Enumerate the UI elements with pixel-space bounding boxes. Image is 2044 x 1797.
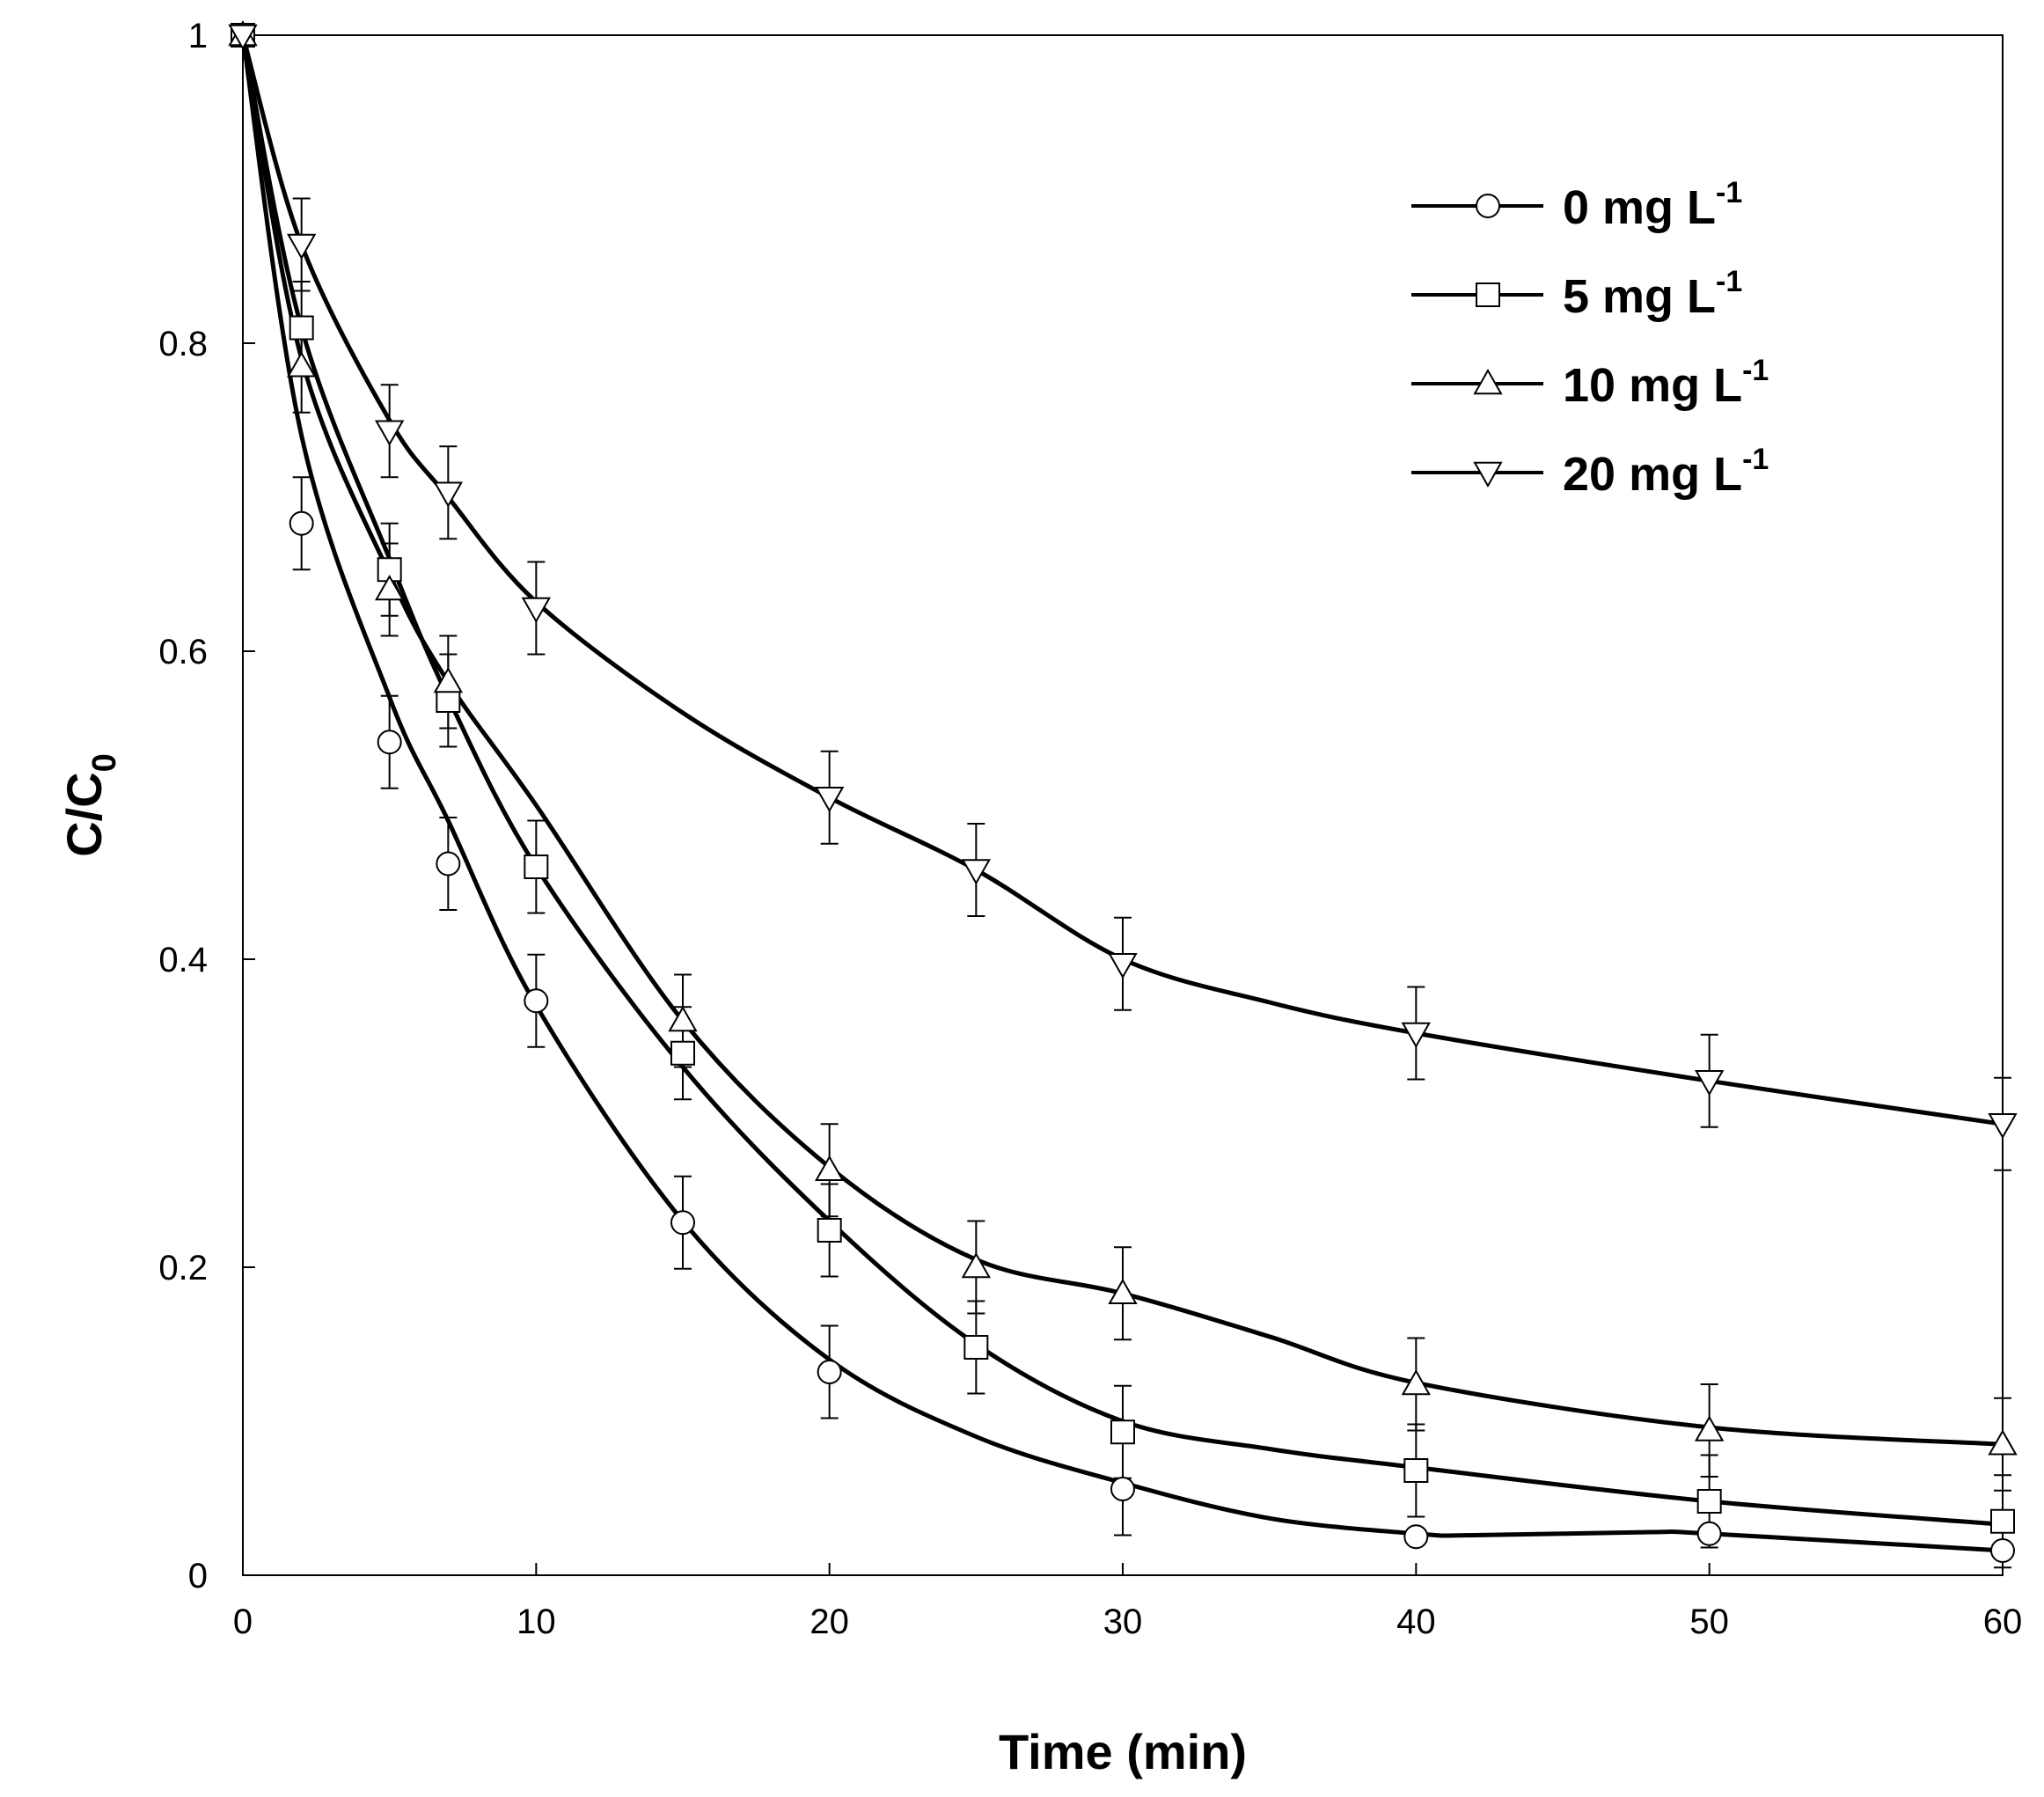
data-point-series-3 [1108,953,1138,979]
legend: 0 mg L-15 mg L-110 mg L-120 mg L-1 [1411,176,1769,501]
data-point-series-0 [670,1210,695,1236]
legend-label-superscript: -1 [1716,265,1742,298]
data-point-series-1 [670,1040,695,1066]
data-point-series-2 [286,351,317,378]
legend-label-main: 5 mg L [1563,270,1716,323]
data-point-series-0 [524,988,549,1014]
data-point-series-2 [1108,1278,1138,1304]
legend-label: 0 mg L-1 [1563,176,1742,234]
data-point-series-0 [377,730,402,755]
data-point-series-1 [1990,1508,2015,1534]
data-point-series-3 [433,481,464,508]
x-tick-label: 0 [233,1603,253,1641]
data-point-series-3 [1401,1022,1432,1048]
data-point-series-2 [374,575,405,601]
legend-label-main: 10 mg L [1563,359,1742,412]
y-tick-label: 0 [188,1557,208,1595]
x-tick-label: 50 [1689,1603,1729,1641]
y-axis-title-subscript: 0 [86,753,123,772]
data-point-series-3 [374,420,405,446]
data-point-series-2 [1401,1369,1432,1396]
series-line-0 [240,33,2005,1553]
data-point-series-2 [961,1252,992,1279]
data-point-series-0 [436,851,461,876]
y-tick-label: 0.4 [158,941,208,979]
data-point-series-3 [814,787,845,813]
x-axis-title: Time (min) [999,1724,1247,1779]
y-tick-label: 0.6 [158,633,208,671]
legend-label: 10 mg L-1 [1563,354,1769,412]
data-point-series-2 [433,667,464,693]
legend-marker [1473,369,1503,395]
series-line-2 [240,33,2005,1447]
data-point-series-2 [668,1006,698,1032]
legend-label-superscript: -1 [1742,443,1769,476]
data-point-series-0 [1110,1477,1135,1501]
legend-marker [1473,461,1503,488]
legend-item-1: 5 mg L-1 [1411,265,1742,323]
data-point-series-3 [521,597,552,623]
data-point-series-1 [289,315,314,341]
legend-item-3: 20 mg L-1 [1411,443,1769,501]
legend-label-superscript: -1 [1742,354,1769,387]
legend-label-main: 20 mg L [1563,448,1742,501]
legend-label: 20 mg L-1 [1563,443,1769,501]
data-point-series-1 [817,1218,842,1243]
errorbars-layer [292,197,2011,1569]
data-point-series-0 [289,510,314,536]
data-point-series-3 [1988,1113,2018,1140]
data-point-series-3 [961,859,992,885]
markers-layer [228,20,2018,1563]
data-point-series-1 [524,854,549,879]
data-point-series-1 [1403,1458,1429,1483]
data-point-series-2 [1694,1415,1725,1441]
data-point-series-0 [1696,1521,1722,1546]
legend-label-main: 0 mg L [1563,181,1716,234]
data-point-series-1 [1696,1489,1722,1514]
data-point-series-0 [1403,1524,1429,1550]
data-point-series-1 [1110,1419,1135,1445]
data-point-series-0 [1990,1538,2015,1563]
x-tick-label: 40 [1396,1603,1436,1641]
y-tick-label: 1 [188,17,208,55]
legend-label: 5 mg L-1 [1563,265,1742,323]
series-line-1 [240,33,2005,1527]
x-tick-label: 20 [810,1603,849,1641]
data-point-series-2 [814,1155,845,1181]
y-axis-title-main: C/C [56,772,112,856]
data-point-series-3 [228,24,258,50]
data-point-series-2 [1988,1429,2018,1456]
y-tick-label: 0.8 [158,325,208,363]
legend-label-superscript: -1 [1716,176,1742,209]
data-point-series-1 [963,1335,989,1360]
x-tick-label: 60 [1983,1603,2023,1641]
legend-marker [1476,282,1500,307]
x-tick-label: 30 [1103,1603,1143,1641]
x-tick-label: 10 [516,1603,556,1641]
ticks-layer: 0 10 20 30 40 50 60 0 0.2 0.4 0.6 0.8 1 [158,17,2022,1641]
y-tick-label: 0.2 [158,1249,208,1287]
data-point-series-3 [1694,1070,1725,1097]
y-axis-title: C/C0 [56,753,123,857]
legend-item-2: 10 mg L-1 [1411,354,1769,412]
legend-marker [1476,194,1500,218]
data-point-series-0 [817,1360,842,1384]
legend-item-0: 0 mg L-1 [1411,176,1742,234]
data-point-series-3 [286,233,317,260]
